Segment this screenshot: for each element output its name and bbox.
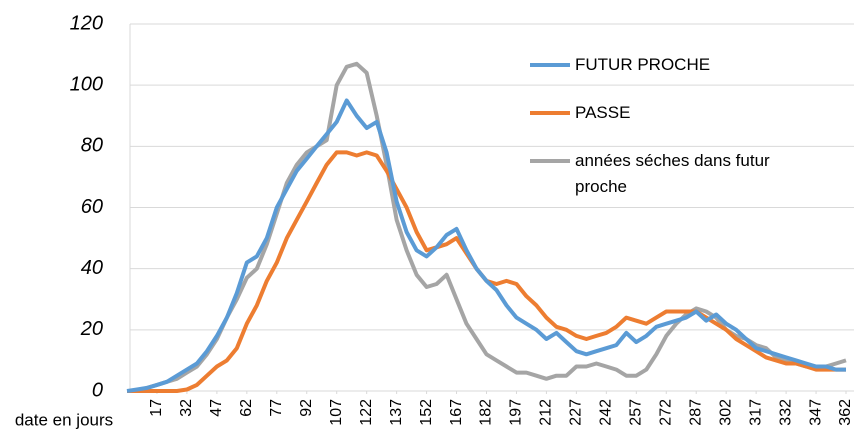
x-tick-label: 167 (448, 399, 465, 426)
x-tick-label: 362 (837, 399, 854, 426)
x-tick-label: 347 (807, 399, 824, 426)
y-tick-label: 40 (81, 257, 103, 279)
x-tick-label: 242 (598, 399, 615, 426)
x-tick-label: 47 (208, 399, 225, 417)
x-axis-label: date en jours (15, 410, 113, 429)
x-tick-label: 152 (418, 399, 435, 426)
legend-item: années séches dans futur proche (530, 148, 820, 200)
y-tick-label: 80 (81, 135, 103, 157)
legend-swatch (530, 111, 570, 115)
legend-item: FUTUR PROCHE (530, 52, 820, 78)
x-tick-label: 62 (238, 399, 255, 417)
x-tick-label: 32 (178, 399, 195, 417)
x-tick-label: 107 (328, 399, 345, 426)
y-tick-label: 60 (81, 196, 103, 218)
legend-swatch (530, 63, 570, 67)
y-tick-label: 120 (70, 12, 103, 34)
series-line (126, 98, 846, 393)
x-tick-label: 182 (478, 399, 495, 426)
y-tick-label: 0 (92, 379, 103, 401)
legend-label: FUTUR PROCHE (575, 55, 711, 74)
x-tick-label: 227 (568, 399, 585, 426)
legend-label: PASSE (575, 103, 631, 122)
x-tick-label: 317 (747, 399, 764, 426)
x-tick-label: 212 (538, 399, 555, 426)
x-tick-label: 137 (388, 399, 405, 426)
legend: FUTUR PROCHE PASSE années séches dans futu… (530, 52, 820, 222)
x-tick-label: 17 (148, 399, 165, 417)
legend-item: PASSE (530, 100, 820, 126)
x-tick-label: 122 (358, 399, 375, 426)
y-tick-label: 100 (70, 73, 103, 95)
x-tick-label: 272 (657, 399, 674, 426)
x-tick-label: 197 (508, 399, 525, 426)
x-tick-label: 302 (717, 399, 734, 426)
x-tick-label: 92 (298, 399, 315, 417)
x-tick-label: 257 (628, 399, 645, 426)
legend-label: années séches dans futur proche (575, 151, 770, 196)
x-tick-label: 287 (687, 399, 704, 426)
y-tick-label: 20 (80, 318, 103, 340)
x-tick-label: 77 (268, 399, 285, 417)
x-tick-label: 332 (777, 399, 794, 426)
legend-swatch (530, 159, 570, 163)
